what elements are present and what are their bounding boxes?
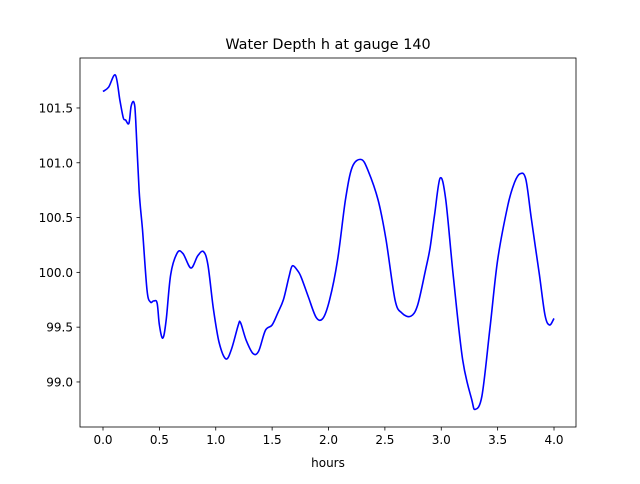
y-tick-label: 100.5 <box>39 211 73 225</box>
x-tick-label: 2.0 <box>319 433 338 447</box>
x-tick-label: 2.5 <box>375 433 394 447</box>
y-tick-label: 100.0 <box>39 266 73 280</box>
x-axis-label: hours <box>311 456 345 470</box>
y-axis: 99.0 99.5 100.0 100.5 101.0 101.5 <box>39 101 80 389</box>
x-tick-label: 3.0 <box>432 433 451 447</box>
chart-title: Water Depth h at gauge 140 <box>225 37 430 53</box>
x-tick-label: 3.5 <box>488 433 507 447</box>
y-tick-label: 99.5 <box>46 321 73 335</box>
plot-frame <box>79 57 577 428</box>
series-line-h <box>102 74 555 411</box>
y-tick-label: 101.5 <box>39 101 73 115</box>
x-axis: 0.0 0.5 1.0 1.5 2.0 2.5 3.0 3.5 4.0 <box>93 427 564 447</box>
x-tick-label: 0.0 <box>93 433 112 447</box>
y-tick-label: 99.0 <box>46 375 73 389</box>
y-tick-label: 101.0 <box>39 156 73 170</box>
x-tick-label: 1.0 <box>206 433 225 447</box>
x-tick-label: 1.5 <box>263 433 282 447</box>
x-tick-label: 4.0 <box>544 433 563 447</box>
x-tick-label: 0.5 <box>150 433 169 447</box>
